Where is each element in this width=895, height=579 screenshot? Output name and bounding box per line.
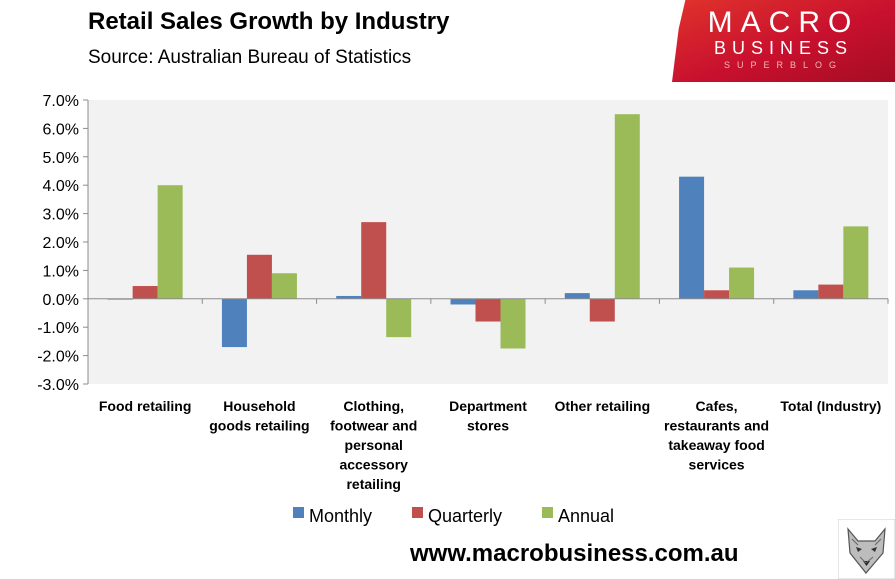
logo-line-macro: MACRO [707, 6, 860, 39]
bar-monthly [793, 290, 819, 299]
legend-label-quarterly: Quarterly [428, 506, 502, 526]
chart-subtitle: Source: Australian Bureau of Statistics [88, 47, 412, 68]
y-tick-label: 0.0% [43, 292, 79, 309]
logo-line-business: BUSINESS [713, 38, 854, 58]
bar-quarterly [818, 284, 844, 299]
y-tick-label: -2.0% [37, 349, 79, 366]
y-tick-label: 3.0% [43, 207, 79, 224]
bar-annual [614, 114, 640, 299]
bar-monthly [679, 176, 705, 299]
bar-quarterly [589, 298, 615, 322]
category-label: Clothing, footwear and personal accessory re… [330, 398, 417, 492]
category-label: Other retailing [554, 398, 650, 414]
y-tick-label: 2.0% [43, 235, 79, 252]
bar-annual [843, 226, 869, 299]
bar-annual [157, 185, 183, 299]
y-tick-label: -1.0% [37, 320, 79, 337]
plot-area [88, 100, 888, 384]
y-tick-label: -3.0% [37, 377, 79, 394]
y-tick-label: 4.0% [43, 178, 79, 195]
logo-line-superblog: SUPERBLOG [723, 60, 844, 70]
chart-title: Retail Sales Growth by Industry [88, 8, 450, 35]
y-tick-label: 7.0% [43, 93, 79, 110]
category-label: Department stores [449, 398, 527, 434]
legend-swatch-monthly [293, 507, 304, 518]
category-label: Cafes, restaurants and takeaway food servic… [664, 398, 769, 473]
category-label: Household goods retailing [209, 398, 309, 434]
category-label: Total (Industry) [780, 398, 881, 414]
bar-quarterly [246, 254, 272, 299]
legend-label-annual: Annual [558, 506, 614, 526]
y-tick-label: 5.0% [43, 150, 79, 167]
wolf-icon [838, 519, 895, 579]
bar-quarterly [704, 290, 730, 299]
bar-quarterly [475, 298, 501, 322]
bar-annual [500, 298, 526, 349]
legend-swatch-annual [542, 507, 553, 518]
bar-monthly [221, 298, 247, 348]
bar-monthly [564, 293, 590, 299]
bar-quarterly [361, 222, 387, 299]
bar-annual [271, 273, 297, 299]
bar-monthly [336, 295, 362, 299]
legend-label-monthly: Monthly [309, 506, 372, 526]
bar-annual [386, 298, 412, 338]
category-label: Food retailing [99, 398, 192, 414]
bar-annual [729, 267, 755, 299]
macrobusiness-logo: MACRO BUSINESS SUPERBLOG [672, 0, 895, 82]
legend-swatch-quarterly [412, 507, 423, 518]
y-tick-label: 6.0% [43, 121, 79, 138]
website-url: www.macrobusiness.com.au [410, 540, 739, 567]
y-tick-label: 1.0% [43, 263, 79, 280]
bar-monthly [450, 298, 476, 305]
bar-quarterly [132, 286, 158, 299]
